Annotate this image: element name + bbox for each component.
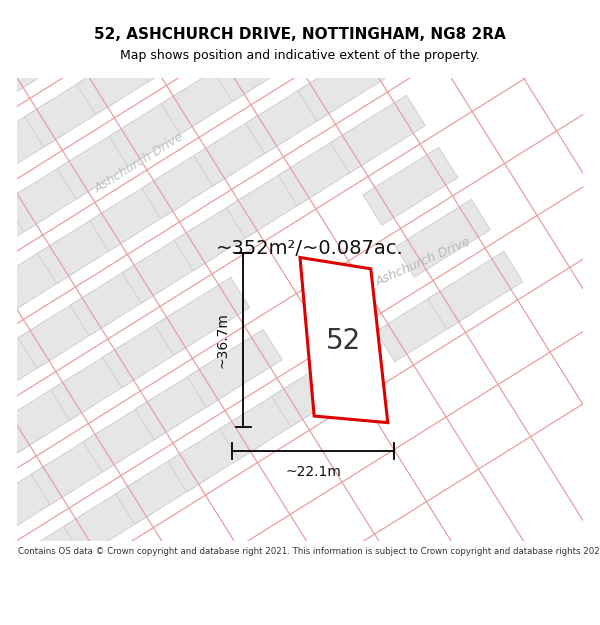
Polygon shape [0,238,80,316]
Text: Ashchurch Drive: Ashchurch Drive [373,236,472,289]
Text: 52: 52 [326,328,361,355]
Polygon shape [376,284,471,362]
Polygon shape [278,127,373,206]
Polygon shape [155,278,250,355]
Polygon shape [83,394,178,472]
Polygon shape [116,446,211,524]
Polygon shape [226,160,321,238]
Polygon shape [213,24,308,102]
Text: Contains OS data © Crown copyright and database right 2021. This information is : Contains OS data © Crown copyright and d… [18,547,600,556]
Polygon shape [272,349,367,427]
Text: Map shows position and indicative extent of the property.: Map shows position and indicative extent… [120,49,480,61]
Polygon shape [11,511,107,589]
Polygon shape [128,4,224,82]
Polygon shape [122,225,217,303]
Polygon shape [330,95,425,173]
Polygon shape [70,258,165,336]
Polygon shape [18,290,113,368]
Polygon shape [428,251,523,329]
Text: ~352m²/~0.087ac.: ~352m²/~0.087ac. [215,239,403,258]
Polygon shape [0,492,22,570]
Polygon shape [64,479,158,557]
Polygon shape [0,408,41,485]
Polygon shape [50,342,146,420]
Polygon shape [167,414,263,492]
Polygon shape [57,121,152,199]
Polygon shape [5,154,100,232]
Polygon shape [363,148,458,225]
Polygon shape [135,362,230,440]
Polygon shape [0,102,68,179]
Polygon shape [0,375,94,452]
Polygon shape [109,89,204,167]
Polygon shape [0,271,29,349]
Polygon shape [300,258,388,422]
Polygon shape [77,37,172,114]
Polygon shape [174,192,269,271]
Text: 52, ASHCHURCH DRIVE, NOTTINGHAM, NG8 2RA: 52, ASHCHURCH DRIVE, NOTTINGHAM, NG8 2RA [94,27,506,42]
Text: ~36.7m: ~36.7m [215,312,230,368]
Polygon shape [246,76,341,154]
Polygon shape [25,69,119,147]
Polygon shape [0,186,48,264]
Polygon shape [194,108,289,186]
Polygon shape [0,17,87,95]
Polygon shape [103,310,197,388]
Polygon shape [187,329,282,408]
Polygon shape [0,544,55,622]
Text: ~22.1m: ~22.1m [285,465,341,479]
Text: Ashchurch Drive: Ashchurch Drive [92,131,187,196]
Polygon shape [161,56,256,134]
Polygon shape [0,49,35,127]
Polygon shape [0,459,74,538]
Polygon shape [298,43,393,121]
Polygon shape [31,427,126,505]
Polygon shape [89,173,185,251]
Polygon shape [220,381,315,459]
Polygon shape [142,141,237,219]
Polygon shape [38,206,133,284]
Polygon shape [0,323,61,401]
Polygon shape [395,199,490,278]
